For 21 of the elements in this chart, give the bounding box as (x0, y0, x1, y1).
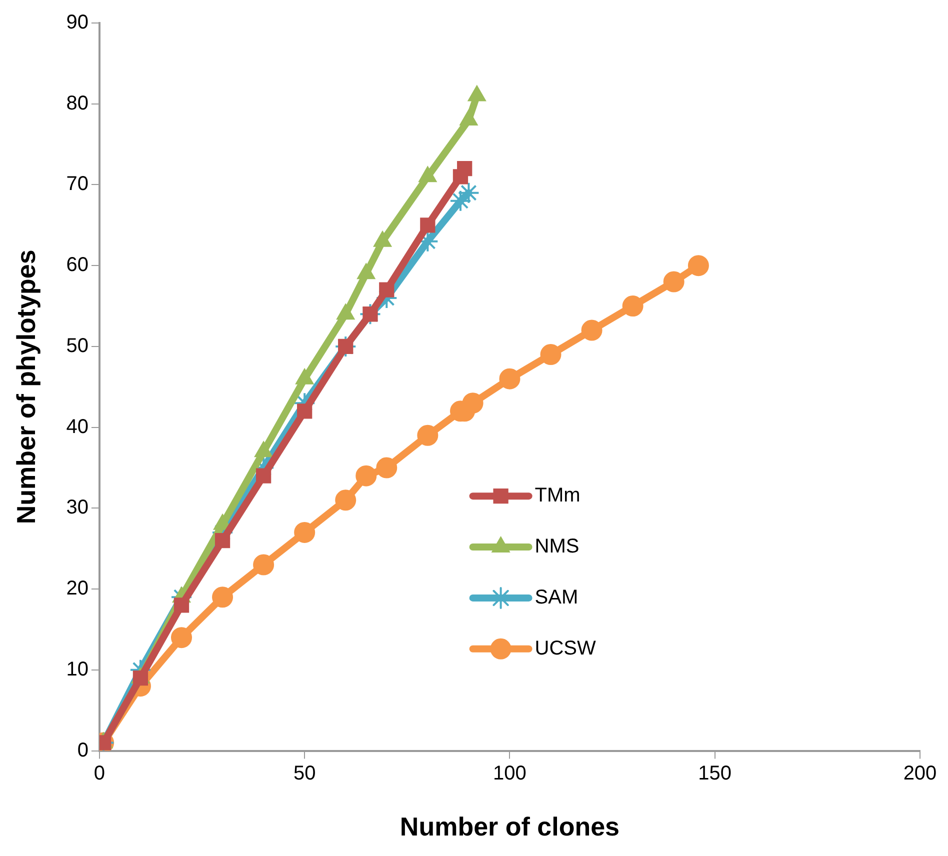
legend-label: SAM (534, 586, 578, 608)
y-tick-label: 10 (66, 658, 88, 680)
legend-label: UCSW (534, 637, 596, 660)
y-tick-label: 90 (66, 12, 88, 34)
x-tick-label: 100 (493, 762, 526, 784)
y-tick-label: 50 (66, 334, 88, 357)
y-tick-label: 30 (66, 496, 88, 519)
legend-label: NMS (534, 536, 580, 558)
x-tick-label: 50 (293, 762, 316, 784)
y-tick-label: 0 (77, 739, 88, 762)
y-tick-label: 80 (66, 92, 88, 114)
x-tick-label: 150 (698, 762, 732, 784)
x-tick-label: 0 (94, 762, 106, 784)
y-axis-title: Number of phylotypes (10, 250, 41, 524)
legend-label: TMm (534, 484, 580, 507)
x-axis-title: Number of clones (400, 812, 620, 842)
y-tick-label: 60 (66, 254, 88, 276)
y-tick-label: 40 (66, 416, 88, 438)
x-tick-label: 200 (903, 762, 937, 784)
y-tick-label: 20 (66, 578, 88, 600)
y-tick-label: 70 (66, 173, 88, 196)
